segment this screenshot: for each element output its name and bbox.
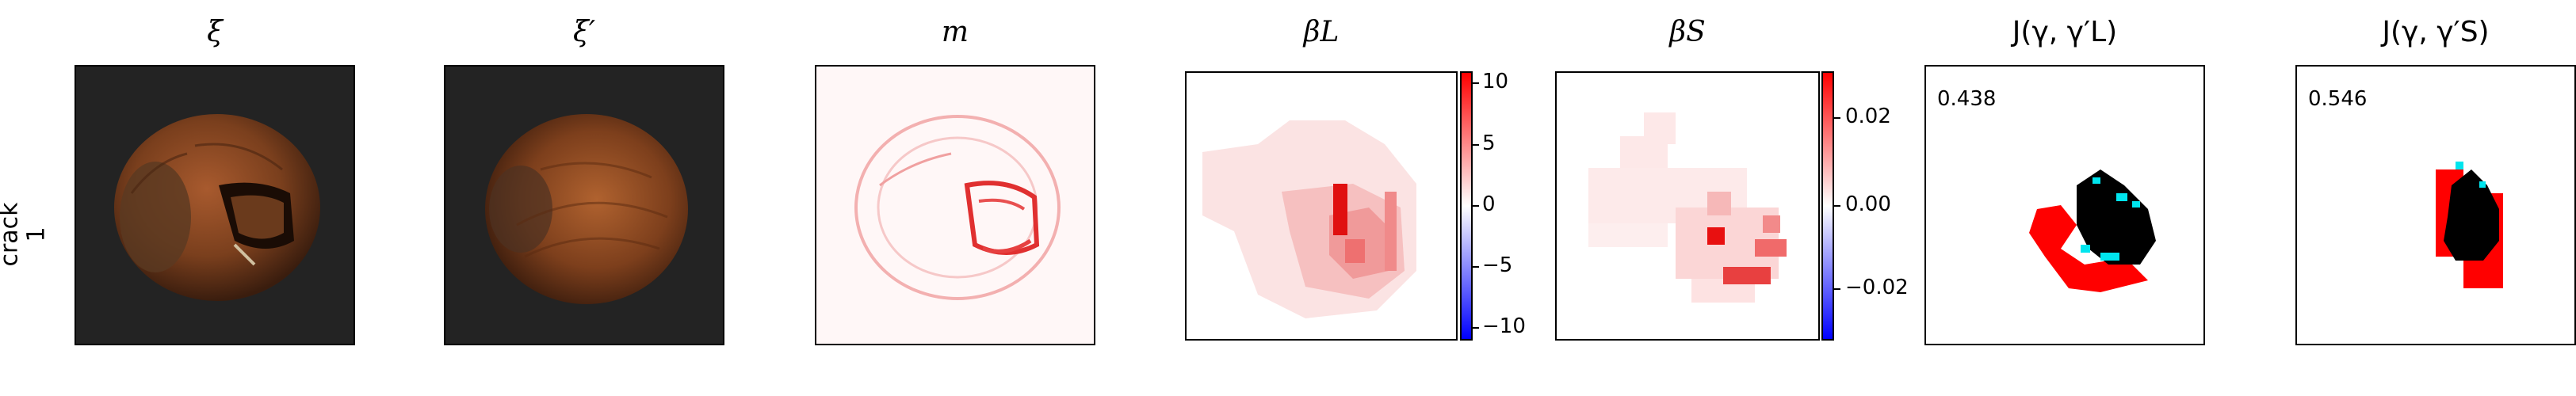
colorbar-tick: 10 [1482,70,1509,93]
tick-mark [1473,82,1479,84]
image-m [815,65,1095,345]
panel-title-xi: ξ [207,16,223,48]
image-beta-s [1555,71,1820,341]
colorbar-tick: 0 [1482,192,1496,216]
tick-mark [1473,327,1479,329]
jaccard-score: 0.438 [1937,87,1997,111]
row-label-index: 1 [23,227,51,242]
beta-s-heatmap [1588,112,1787,303]
colorbar-tick: 5 [1482,131,1496,155]
difference-map [854,115,1061,300]
panel-title-beta-l: βL [1303,16,1340,48]
colorbar-beta-s [1821,71,1834,341]
image-xi-prime [444,65,724,345]
hazelnut-reconstructed-image [485,114,688,304]
mask-overlap-l [2029,169,2156,292]
colorbar-tick: 0.00 [1845,192,1891,216]
colorbar-tick: −5 [1482,253,1513,277]
panel-title-beta-s: βS [1669,16,1706,48]
image-beta-l [1185,71,1458,341]
hazelnut-cracked-image [114,114,320,301]
image-xi [75,65,355,345]
tick-mark [1473,144,1479,146]
colorbar-tick: −0.02 [1845,276,1909,299]
colorbar-tick: 0.02 [1845,105,1891,128]
mask-overlap-s [2436,162,2503,288]
row-label: crack 1 [0,195,51,274]
panel-title-xi-prime: ξ′ [572,16,595,48]
tick-mark [1834,205,1840,207]
colorbar-beta-l [1460,71,1473,341]
panel-title-j-s: J(γ, γ′S) [2382,16,2490,48]
tick-mark [1834,117,1840,119]
row-label-category: crack [0,202,24,267]
jaccard-score: 0.546 [2308,87,2368,111]
tick-mark [1834,288,1840,290]
panel-title-m: m [941,16,969,48]
colorbar-tick: −10 [1482,314,1526,338]
panel-title-j-l: J(γ, γ′L) [2012,16,2118,48]
beta-l-heatmap [1202,120,1416,318]
tick-mark [1473,266,1479,268]
tick-mark [1473,205,1479,207]
image-j-l [1924,65,2205,345]
image-j-s [2295,65,2576,345]
